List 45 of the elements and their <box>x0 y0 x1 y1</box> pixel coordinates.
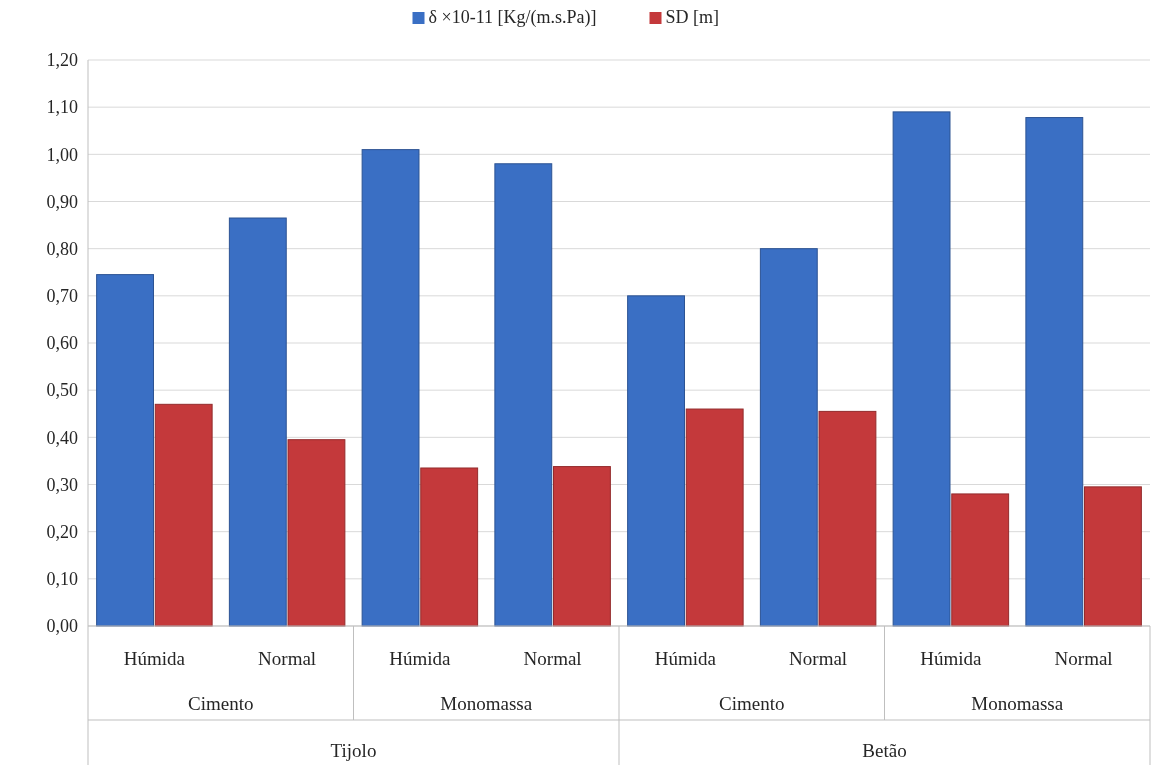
bar <box>361 149 420 627</box>
y-tick-label: 0,80 <box>46 238 78 259</box>
bar <box>1084 486 1142 627</box>
y-tick-label: 0,00 <box>46 616 78 637</box>
y-tick-label: 0,30 <box>46 474 78 495</box>
bar <box>154 403 213 627</box>
x-tick-label: Húmida <box>123 648 186 669</box>
bar <box>627 295 685 627</box>
bar <box>759 248 818 627</box>
text: Tijolo <box>330 740 377 761</box>
bar <box>892 111 951 627</box>
x-tick-label: Normal <box>523 648 582 669</box>
y-tick-label: 0,20 <box>46 521 78 542</box>
bar <box>818 410 877 627</box>
bar <box>685 408 744 627</box>
bar <box>228 217 287 627</box>
y-tick-label: 1,20 <box>46 50 78 71</box>
text: Cimento <box>188 693 254 714</box>
legend-label: δ ×10-11 [Kg/(m.s.Pa)] <box>428 7 597 28</box>
y-tick-label: 0,90 <box>46 191 78 212</box>
bar <box>96 274 154 627</box>
y-tick-label: 0,60 <box>46 333 78 354</box>
x-tick-label: Normal <box>258 648 317 669</box>
bar <box>951 493 1010 627</box>
text: Cimento <box>719 693 785 714</box>
bar <box>494 163 553 627</box>
x-tick-label: Húmida <box>389 648 452 669</box>
bar <box>553 466 611 627</box>
bar <box>1025 117 1084 627</box>
bar <box>287 439 346 627</box>
x-tick-label: Normal <box>789 648 848 669</box>
y-tick-label: 1,00 <box>46 144 78 165</box>
y-tick-label: 0,50 <box>46 380 78 401</box>
y-tick-label: 0,10 <box>46 569 78 590</box>
y-tick-label: 0,40 <box>46 427 78 448</box>
y-tick-label: 0,70 <box>46 286 78 307</box>
x-tick-label: Húmida <box>654 648 717 669</box>
x-tick-label: Húmida <box>920 648 983 669</box>
legend-label: SD [m] <box>665 7 719 27</box>
bar <box>420 467 479 627</box>
x-tick-label: Normal <box>1054 648 1113 669</box>
text: Monomassa <box>440 693 533 714</box>
y-tick-label: 1,10 <box>46 97 78 118</box>
text: Betão <box>862 740 907 761</box>
text: Monomassa <box>971 693 1064 714</box>
